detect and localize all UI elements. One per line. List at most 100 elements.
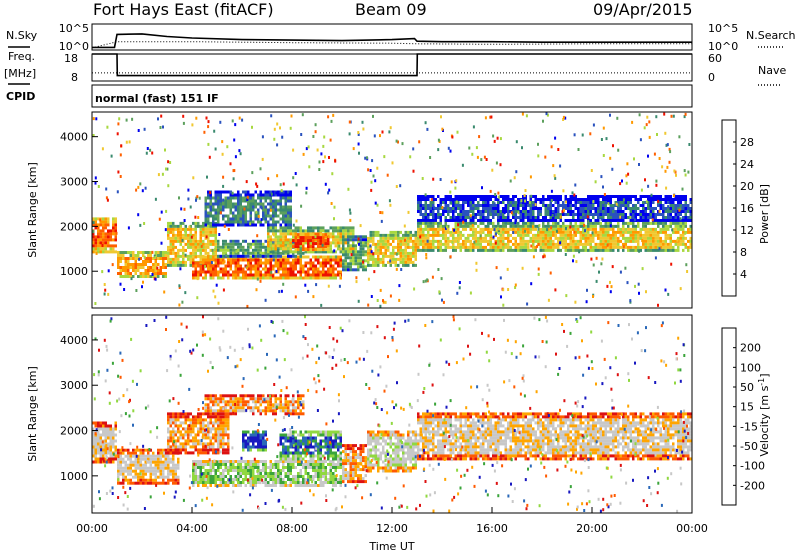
heat-cell bbox=[634, 284, 636, 288]
heat-cell bbox=[624, 242, 627, 246]
heat-cell bbox=[524, 189, 527, 192]
heat-cell bbox=[237, 264, 240, 268]
heat-cell bbox=[112, 220, 115, 224]
heat-cell bbox=[119, 472, 122, 476]
heat-cell bbox=[287, 217, 290, 221]
heat-cell bbox=[569, 221, 572, 225]
heat-cell bbox=[407, 210, 410, 214]
heat-cell bbox=[377, 230, 380, 234]
heat-cell bbox=[657, 239, 660, 243]
heat-cell bbox=[322, 248, 325, 252]
heat-cell bbox=[654, 207, 657, 210]
heat-cell bbox=[309, 276, 312, 280]
heat-cell bbox=[314, 258, 317, 262]
heat-cell bbox=[617, 201, 620, 204]
heat-cell bbox=[667, 227, 670, 231]
heat-cell bbox=[267, 250, 270, 254]
heat-cell bbox=[172, 242, 175, 246]
heat-cell bbox=[512, 198, 515, 201]
heat-cell bbox=[94, 176, 97, 180]
heat-cell bbox=[542, 195, 545, 198]
heat-cell bbox=[453, 228, 456, 232]
heat-cell bbox=[244, 193, 247, 197]
heat-cell bbox=[647, 201, 650, 204]
heat-cell bbox=[462, 213, 465, 216]
heat-cell bbox=[362, 265, 365, 269]
heat-cell bbox=[509, 248, 512, 252]
heat-cell bbox=[386, 173, 389, 177]
heat-cell bbox=[387, 245, 390, 249]
heat-cell bbox=[484, 219, 487, 222]
heat-cell bbox=[97, 448, 100, 452]
heat-cell bbox=[389, 259, 392, 263]
heat-cell bbox=[587, 207, 590, 210]
heat-cell bbox=[194, 236, 197, 240]
heat-cell bbox=[239, 245, 242, 249]
heat-cell bbox=[249, 208, 252, 212]
heat-cell bbox=[347, 241, 350, 245]
heat-cell bbox=[172, 457, 175, 461]
heat-cell bbox=[562, 245, 565, 249]
heat-cell bbox=[432, 230, 435, 234]
heat-cell bbox=[174, 263, 177, 267]
heat-cell bbox=[162, 272, 165, 275]
heat-cell bbox=[104, 217, 107, 221]
heat-cell bbox=[504, 207, 507, 210]
heat-cell bbox=[677, 236, 680, 240]
heat-cell bbox=[169, 466, 172, 470]
heat-cell bbox=[424, 204, 427, 207]
heat-cell bbox=[462, 201, 465, 204]
heat-cell bbox=[292, 254, 295, 258]
heat-cell bbox=[527, 233, 530, 237]
heat-cell bbox=[674, 221, 677, 225]
heat-cell bbox=[602, 207, 605, 210]
heat-cell bbox=[494, 210, 497, 213]
heat-cell bbox=[247, 264, 250, 268]
heat-cell bbox=[262, 245, 265, 249]
heat-cell bbox=[222, 248, 225, 252]
heat-cell bbox=[304, 270, 307, 274]
heat-cell bbox=[109, 451, 112, 455]
heat-cell bbox=[279, 193, 282, 197]
heat-cell bbox=[339, 255, 342, 259]
heat-cell bbox=[94, 238, 97, 242]
heat-cell bbox=[647, 221, 650, 225]
heat-cell bbox=[389, 251, 392, 255]
heat-cell bbox=[679, 224, 682, 228]
heat-cell bbox=[102, 217, 105, 221]
heat-cell bbox=[324, 229, 327, 233]
heat-cell bbox=[242, 273, 245, 277]
heat-cell bbox=[425, 256, 428, 260]
heat-cell bbox=[200, 244, 203, 248]
heat-cell bbox=[207, 205, 210, 209]
heat-cell bbox=[395, 267, 398, 271]
heat-cell bbox=[312, 255, 315, 259]
heat-cell bbox=[679, 242, 682, 246]
heat-cell bbox=[609, 242, 612, 246]
heat-cell bbox=[472, 227, 475, 231]
heat-cell bbox=[184, 242, 187, 246]
heat-cell bbox=[202, 221, 205, 225]
heat-cell bbox=[307, 250, 310, 254]
heat-cell bbox=[559, 164, 562, 168]
heat-cell bbox=[621, 179, 623, 183]
heat-cell bbox=[227, 273, 230, 277]
heat-cell bbox=[304, 255, 307, 259]
heat-cell bbox=[456, 291, 459, 295]
heat-cell bbox=[137, 454, 140, 458]
heat-cell bbox=[277, 190, 280, 194]
heat-cell bbox=[249, 270, 252, 274]
heat-cell bbox=[549, 233, 552, 237]
heat-cell bbox=[672, 219, 675, 222]
heat-cell bbox=[577, 213, 580, 216]
heat-cell bbox=[657, 213, 660, 216]
heat-cell bbox=[229, 202, 232, 206]
heat-cell bbox=[304, 264, 307, 268]
heat-cell bbox=[609, 290, 612, 294]
heat-cell bbox=[279, 196, 282, 200]
heat-cell bbox=[114, 421, 117, 425]
heat-cell bbox=[557, 148, 560, 151]
heat-cell bbox=[412, 263, 415, 267]
heat-cell bbox=[524, 248, 527, 252]
heat-cell bbox=[654, 216, 657, 219]
